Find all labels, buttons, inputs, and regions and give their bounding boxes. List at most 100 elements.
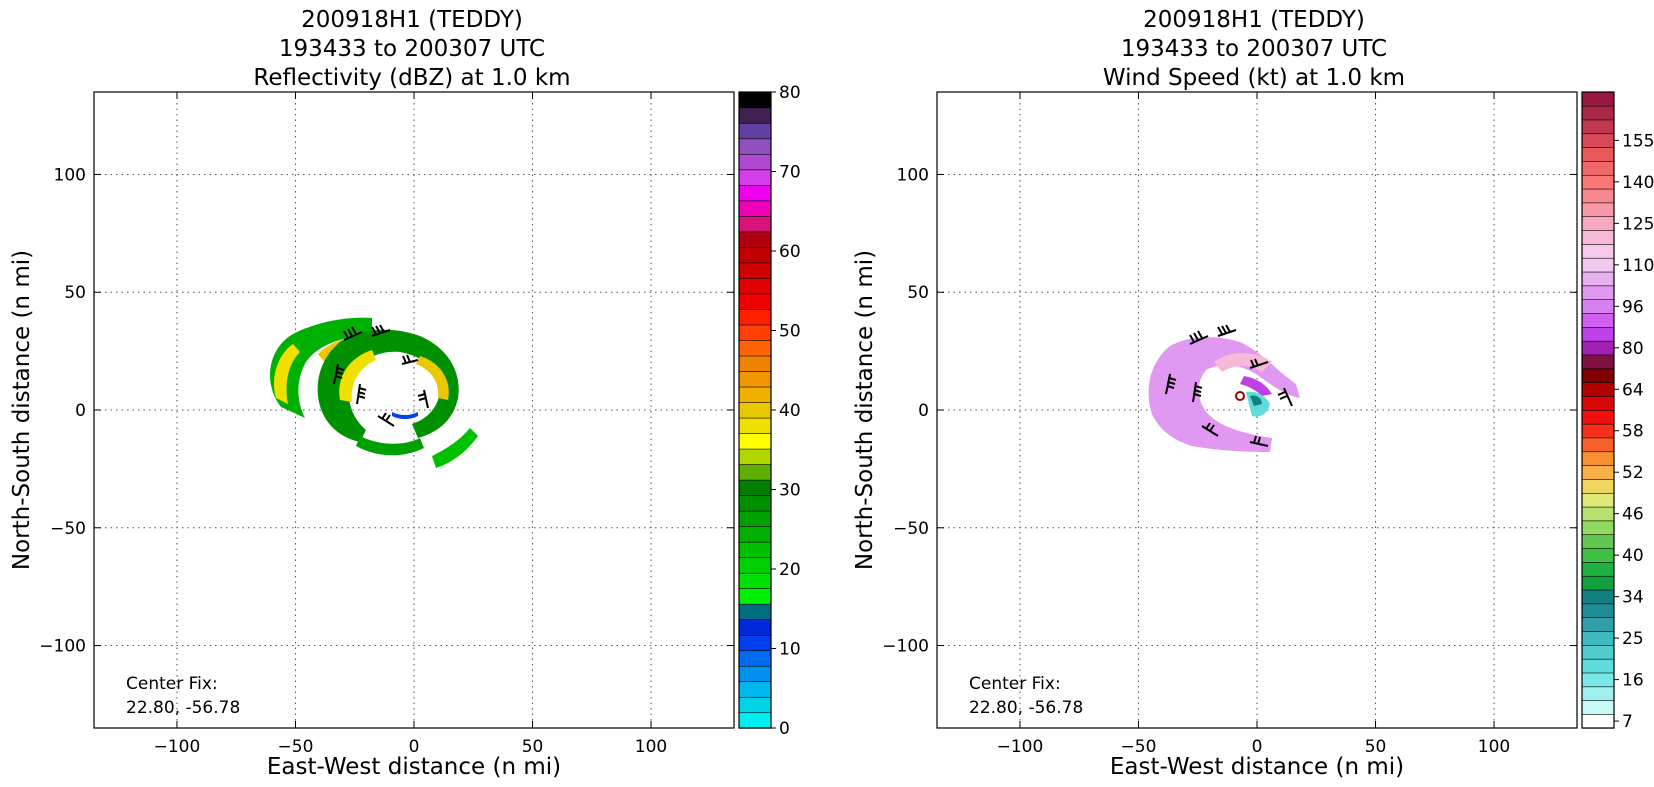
colorbar-tick-label: 34 [1622,588,1644,608]
center-fix-label: Center Fix: [969,674,1061,694]
reflectivity-x-ticks: −100 −50 0 50 100 [154,92,667,757]
wind-speed-panel: 200918H1 (TEDDY) 193433 to 200307 UTC Wi… [852,7,1654,780]
colorbar-tick-label: 50 [779,322,801,342]
colorbar-frame [1581,91,1615,729]
colorbar-swatch [1581,105,1615,121]
colorbar-swatch [738,308,772,326]
colorbar-swatch [1581,216,1615,231]
y-tick-label: −100 [882,637,929,657]
rainband-eyewall-yellow [416,356,449,400]
colorbar-swatch [1581,589,1615,605]
reflectivity-panel: 200918H1 (TEDDY) 193433 to 200307 UTC Re… [9,7,801,780]
colorbar-swatch [1581,465,1615,480]
eye-blue-arc [392,412,418,419]
colorbar-tick-label: 30 [779,481,801,501]
y-tick-label: 0 [75,401,86,421]
colorbar-tick-label: 80 [779,83,801,103]
colorbar-tick-label: 155 [1622,131,1654,151]
colorbar-swatch [738,572,772,589]
wind-y-ticks: −100 −50 0 50 100 [882,165,1577,657]
colorbar-swatch [738,231,772,248]
wind-x-axis-label: East-West distance (n mi) [1110,754,1404,780]
colorbar-swatch [738,122,772,140]
wind-field-pink-core [1214,353,1272,372]
colorbar-swatch [1581,506,1615,522]
wind-field-main [1148,337,1300,452]
colorbar-tick-label: 96 [1622,297,1644,317]
colorbar-tick-label: 10 [779,640,801,660]
colorbar-swatch [738,262,772,279]
reflectivity-title-line-3: Reflectivity (dBZ) at 1.0 km [253,65,570,91]
x-tick-label: −50 [278,737,314,757]
colorbar-swatch [1581,382,1615,397]
colorbar-swatch [1581,451,1615,466]
colorbar-swatch [738,463,772,481]
colorbar-swatch [738,557,772,574]
wind-colorbar: 7 16 25 34 40 46 52 58 64 80 96 110 125 140 155 [1581,91,1654,732]
reflectivity-field [270,317,478,468]
colorbar-swatch [738,401,772,419]
colorbar-swatch [738,215,772,233]
colorbar-swatch [738,293,772,310]
colorbar-swatch [738,339,772,357]
center-fix-label: Center Fix: [126,674,218,694]
colorbar-tick-label: 60 [779,242,801,262]
colorbar-swatch [1581,547,1615,563]
wind-speed-field [1148,324,1300,452]
reflectivity-y-axis-label: North-South distance (n mi) [9,250,35,570]
colorbar-swatch [738,246,772,264]
colorbar-swatch [1581,147,1615,162]
colorbar-swatch [1581,437,1615,453]
colorbar-swatch [1581,700,1615,715]
wind-barbs-wind [1165,324,1293,447]
colorbar-swatch [738,495,772,512]
y-tick-label: 0 [918,401,929,421]
colorbar-tick-label: 58 [1622,422,1644,442]
center-fix-value: 22.80, -56.78 [969,698,1083,718]
colorbar-swatch [738,510,772,527]
colorbar-swatch [1581,91,1615,107]
colorbar-swatch [1581,409,1615,425]
colorbar-swatch [1581,285,1615,300]
colorbar-tick-label: 52 [1622,463,1644,483]
colorbar-swatch [738,479,772,496]
reflectivity-colorbar: 0 10 20 30 40 50 60 70 80 [738,83,801,739]
center-fix-value: 22.80, -56.78 [126,698,240,718]
wind-field-eye-dark [1250,395,1262,406]
colorbar-swatch [1581,243,1615,259]
colorbar-swatch [1581,686,1615,701]
y-tick-label: −100 [39,637,86,657]
colorbar-swatch [1581,174,1615,190]
colorbar-swatch [1581,423,1615,439]
colorbar-swatch [1581,575,1615,591]
colorbar-swatch [1581,713,1615,729]
center-fix-marker [1235,391,1245,401]
colorbar-tick-label: 25 [1622,629,1644,649]
colorbar-swatch [1581,561,1615,577]
colorbar-swatch [1581,603,1615,618]
colorbar-swatch [1581,202,1615,218]
colorbar-tick-label: 40 [1622,546,1644,566]
colorbar-swatch [1581,672,1615,688]
colorbar-swatch [1581,644,1615,660]
colorbar-tick-label: 20 [779,560,801,580]
y-tick-label: 100 [54,165,86,185]
colorbar-swatch [738,91,772,109]
colorbar-swatch [1581,534,1615,549]
colorbar-swatch [1581,312,1615,328]
colorbar-swatch [738,184,772,202]
colorbar-swatch [738,432,772,450]
colorbar-swatch [738,681,772,698]
colorbar-swatch [738,588,772,605]
x-tick-label: 0 [1252,737,1263,757]
reflectivity-title-line-1: 200918H1 (TEDDY) [301,7,523,33]
colorbar-swatch [1581,520,1615,536]
colorbar-tick-label: 64 [1622,380,1644,400]
colorbar-swatch [738,138,772,155]
reflectivity-title-line-2: 193433 to 200307 UTC [279,36,545,62]
reflectivity-y-ticks: −100 −50 0 50 100 [39,165,734,657]
colorbar-swatch [1581,299,1615,314]
colorbar-tick-label: 40 [779,401,801,421]
colorbar-tick-label: 16 [1622,671,1644,691]
